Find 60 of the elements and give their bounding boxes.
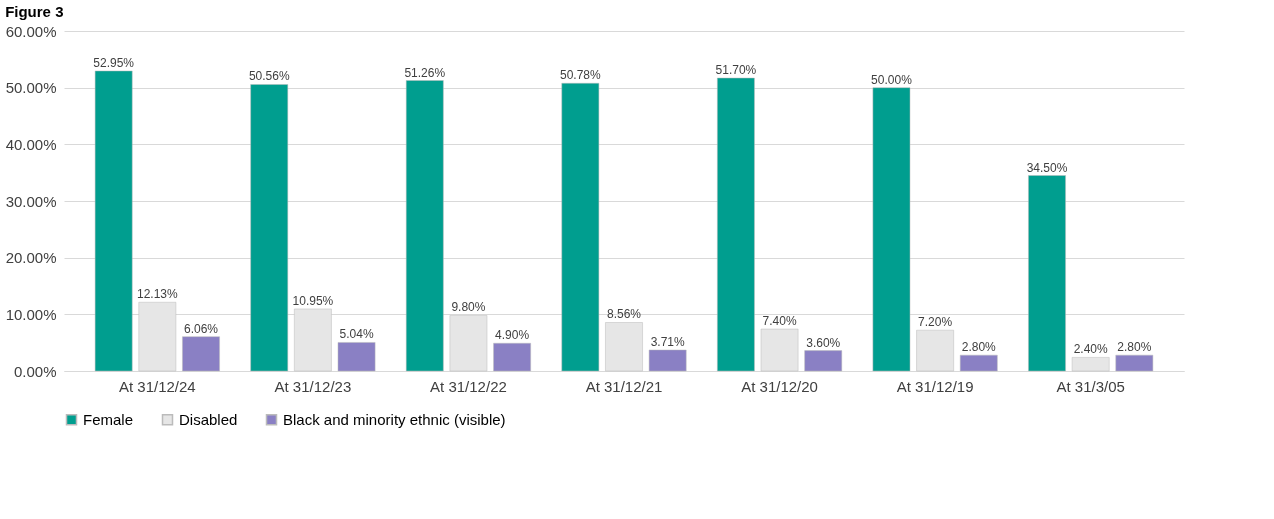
- bar: [493, 342, 531, 372]
- x-tick-label: At 31/12/22: [430, 377, 507, 395]
- data-label: 8.56%: [606, 307, 642, 322]
- y-tick-label: 50.00%: [5, 79, 57, 97]
- bar: [337, 342, 376, 372]
- bar: [605, 322, 643, 372]
- y-tick-label: 10.00%: [5, 305, 57, 323]
- data-label: 34.50%: [1026, 160, 1068, 175]
- bar: [760, 328, 799, 372]
- bar: [916, 329, 954, 372]
- x-tick-label: At 31/12/24: [118, 377, 196, 395]
- data-label: 51.26%: [404, 65, 446, 80]
- y-tick-label: 30.00%: [5, 192, 57, 210]
- y-tick-label: 0.00%: [13, 362, 57, 380]
- bar: [182, 336, 220, 372]
- legend-label: Black and minority ethnic (visible): [283, 410, 506, 428]
- bar: [449, 315, 488, 372]
- data-label: 12.13%: [136, 287, 179, 302]
- data-label: 50.00%: [871, 72, 913, 87]
- legend-label: Female: [83, 410, 134, 428]
- y-tick-label: 20.00%: [5, 249, 57, 267]
- data-label: 6.06%: [183, 321, 219, 336]
- data-label: 2.40%: [1073, 342, 1109, 357]
- x-tick-label: At 31/12/19: [896, 377, 974, 395]
- data-label: 3.71%: [650, 334, 685, 349]
- data-label: 5.04%: [339, 327, 374, 342]
- bar: [294, 308, 332, 372]
- data-label: 10.95%: [292, 293, 334, 308]
- bar: [717, 77, 755, 372]
- chart-title: Figure 3: [5, 3, 64, 20]
- data-label: 2.80%: [961, 340, 997, 355]
- data-label: 51.70%: [715, 63, 757, 78]
- data-label: 3.60%: [806, 335, 841, 350]
- legend-label: Disabled: [179, 410, 238, 428]
- x-tick-label: At 31/12/20: [741, 377, 818, 395]
- bar: [250, 84, 289, 372]
- x-tick-label: At 31/12/21: [585, 377, 663, 395]
- data-label: 2.80%: [1117, 340, 1152, 355]
- bar: [94, 70, 133, 372]
- data-label: 7.20%: [918, 315, 953, 330]
- data-label: 4.90%: [495, 328, 530, 343]
- data-label: 50.78%: [559, 68, 602, 83]
- bar: [1115, 354, 1154, 372]
- bar: [872, 87, 911, 372]
- bar: [1071, 357, 1110, 372]
- bar: [561, 83, 600, 372]
- bar: [648, 349, 687, 372]
- bar: [138, 302, 177, 372]
- data-label: 9.80%: [451, 300, 486, 315]
- x-tick-label: At 31/12/23: [274, 377, 352, 395]
- data-label: 50.56%: [248, 69, 290, 84]
- data-label: 7.40%: [762, 314, 797, 329]
- bar: [804, 350, 843, 372]
- bar: [405, 80, 444, 372]
- bar: [959, 354, 998, 372]
- x-tick-label: At 31/3/05: [1056, 377, 1125, 395]
- data-label: 52.95%: [93, 55, 135, 70]
- y-tick-label: 40.00%: [5, 135, 57, 153]
- bar: [1028, 175, 1066, 372]
- y-tick-label: 60.00%: [5, 22, 57, 40]
